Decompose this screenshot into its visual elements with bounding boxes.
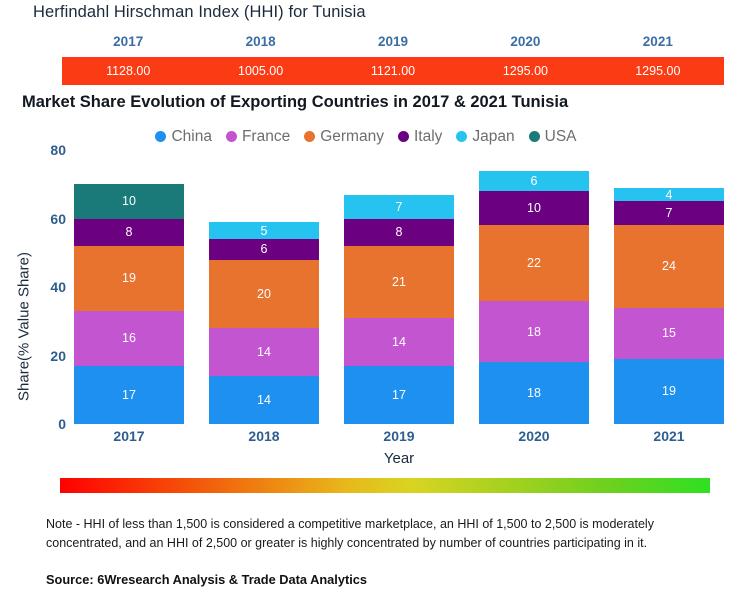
bar-segment-japan[interactable]: 7 <box>344 194 454 219</box>
legend-item-label: Italy <box>413 128 443 145</box>
y-axis-tick-label: 80 <box>50 142 66 158</box>
x-axis-ticks: 2017 2018 2019 2020 2021 <box>74 428 724 444</box>
bar-segment-usa[interactable]: 10 <box>74 184 184 219</box>
bar-segment-italy[interactable]: 10 <box>479 191 589 226</box>
stacked-bar-chart: Share(% Value Share) 0 20 40 60 80 10 8 19 16 17… <box>0 142 732 467</box>
y-axis-ticks: 0 20 40 60 80 <box>24 142 66 450</box>
legend-swatch-icon <box>397 131 409 142</box>
hhi-year-header-row: 2017 2018 2019 2020 2021 <box>62 31 724 52</box>
hhi-year-label: 2017 <box>113 34 144 49</box>
legend-swatch-icon <box>456 131 468 142</box>
legend-item-label: Germany <box>320 128 384 145</box>
bar-segment-italy[interactable]: 6 <box>209 239 319 260</box>
y-axis-tick-label: 0 <box>58 416 66 432</box>
bar-segment-japan[interactable]: 6 <box>479 170 589 192</box>
hhi-value: 1295.00 <box>502 64 549 78</box>
legend-item-label: Japan <box>472 128 515 145</box>
legend-item-china[interactable]: China <box>155 128 212 145</box>
hhi-value: 1005.00 <box>238 64 284 78</box>
bar-segment-germany[interactable]: 21 <box>344 245 454 318</box>
bar-segment-china[interactable]: 19 <box>614 358 724 424</box>
bar-segment-france[interactable]: 18 <box>479 300 589 363</box>
bar-segment-france[interactable]: 15 <box>614 307 724 359</box>
bar-segment-france[interactable]: 14 <box>209 328 319 377</box>
hhi-value: 1121.00 <box>370 64 416 78</box>
hhi-value: 1295.00 <box>635 64 681 78</box>
bar-segment-france[interactable]: 16 <box>74 310 184 366</box>
bar-segment-germany[interactable]: 22 <box>479 225 589 301</box>
bar-column-2021: 4 7 24 15 19 <box>614 150 724 424</box>
y-axis-tick-label: 40 <box>50 279 66 295</box>
hhi-year-label: 2019 <box>377 34 409 49</box>
legend-swatch-icon <box>155 131 167 142</box>
hhi-value: 1128.00 <box>106 64 151 78</box>
legend-item-label: France <box>241 128 291 145</box>
bar-segment-china[interactable]: 14 <box>209 376 319 424</box>
hhi-year-label: 2021 <box>642 34 673 49</box>
legend-swatch-icon <box>225 131 237 142</box>
bar-segment-germany[interactable]: 24 <box>614 225 724 308</box>
note-text: Note - HHI of less than 1,500 is conside… <box>46 517 654 550</box>
source-text: Source: 6Wresearch Analysis & Trade Data… <box>46 572 368 587</box>
x-axis-tick-label: 2019 <box>383 428 415 444</box>
bar-segment-japan[interactable]: 4 <box>614 188 724 202</box>
legend-swatch-icon <box>304 131 316 142</box>
bar-segment-italy[interactable]: 7 <box>614 201 724 226</box>
x-axis-tick-label: 2020 <box>518 428 550 444</box>
bar-column-2017: 10 8 19 16 17 <box>74 150 184 424</box>
bar-column-2020: 6 10 22 18 18 <box>479 150 589 424</box>
bar-segment-china[interactable]: 17 <box>74 365 184 424</box>
bar-segment-germany[interactable]: 20 <box>209 259 319 329</box>
bar-segment-japan[interactable]: 5 <box>209 221 319 240</box>
x-axis-tick-label: 2018 <box>248 428 280 444</box>
bar-segment-china[interactable]: 18 <box>479 362 589 424</box>
y-axis-tick-label: 20 <box>50 347 66 364</box>
legend-swatch-icon <box>528 131 540 142</box>
x-axis-title: Year <box>383 450 415 467</box>
y-axis-tick-label: 60 <box>50 210 66 227</box>
legend-item-germany[interactable]: Germany <box>304 128 384 145</box>
legend-item-japan[interactable]: Japan <box>456 128 515 145</box>
bar-column-2018: 5 6 20 14 14 <box>209 150 319 424</box>
bar-segment-france[interactable]: 14 <box>344 317 454 366</box>
legend-item-france[interactable]: France <box>225 128 291 145</box>
bars-area: 10 8 19 16 17 5 6 20 14 14 7 8 21 14 17 6 10 22 18 18 4 7 24 15… <box>74 150 724 424</box>
bar-segment-italy[interactable]: 8 <box>344 218 454 246</box>
bar-segment-italy[interactable]: 8 <box>74 218 184 246</box>
x-axis-tick-label: 2017 <box>113 428 145 444</box>
chart-title: Market Share Evolution of Exporting Coun… <box>22 93 569 111</box>
x-axis-tick-label: 2021 <box>653 428 685 444</box>
hhi-year-label: 2018 <box>245 34 276 49</box>
hhi-gradient-scale <box>60 478 710 493</box>
legend-item-label: China <box>171 128 212 145</box>
legend-item-label: USA <box>544 128 577 145</box>
hhi-value-row: 1128.00 1005.00 1121.00 1295.00 1295.00 <box>62 57 724 85</box>
chart-legend: China France Germany Italy Japan USA <box>0 128 732 145</box>
legend-item-usa[interactable]: USA <box>528 128 577 145</box>
legend-item-italy[interactable]: Italy <box>397 128 443 145</box>
bar-segment-germany[interactable]: 19 <box>74 245 184 311</box>
bar-column-2019: 7 8 21 14 17 <box>344 150 454 424</box>
hhi-year-label: 2020 <box>510 34 541 49</box>
bar-segment-china[interactable]: 17 <box>344 365 454 424</box>
hhi-title: Herfindahl Hirschman Index (HHI) for Tun… <box>33 3 366 21</box>
